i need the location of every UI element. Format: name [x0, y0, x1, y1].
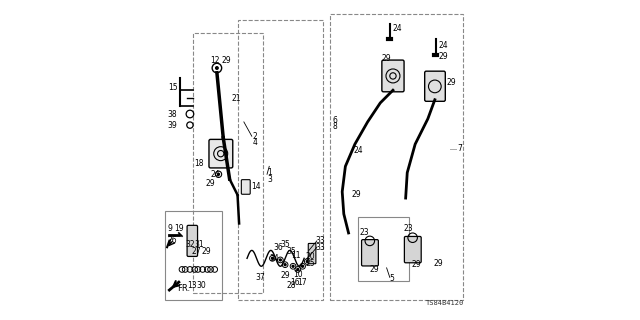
Circle shape [297, 268, 299, 270]
Text: 25: 25 [305, 259, 315, 268]
Text: 13: 13 [187, 281, 196, 290]
Text: FR.: FR. [177, 284, 190, 293]
Circle shape [216, 67, 218, 69]
Bar [237, 20, 323, 300]
Text: 24: 24 [353, 146, 363, 155]
FancyBboxPatch shape [209, 140, 233, 168]
FancyBboxPatch shape [362, 240, 378, 266]
Text: 7: 7 [457, 144, 462, 153]
FancyBboxPatch shape [241, 180, 250, 194]
Text: 15: 15 [168, 83, 177, 92]
Text: 14: 14 [251, 182, 260, 191]
Text: 23: 23 [403, 224, 413, 233]
Text: 29: 29 [351, 190, 361, 199]
Text: 16: 16 [291, 278, 300, 287]
Circle shape [284, 264, 286, 266]
Text: 17: 17 [297, 278, 307, 287]
FancyBboxPatch shape [425, 71, 445, 101]
Text: 36: 36 [273, 243, 283, 252]
Text: 26: 26 [168, 236, 177, 245]
Text: 24: 24 [392, 24, 402, 33]
Text: 1: 1 [267, 168, 272, 177]
Text: 29: 29 [433, 259, 443, 268]
Text: TS84B4120: TS84B4120 [426, 300, 465, 306]
Text: 34: 34 [269, 254, 279, 263]
Text: 20: 20 [305, 252, 315, 261]
Text: 12: 12 [211, 56, 220, 65]
Text: 29: 29 [201, 247, 211, 257]
Text: 29: 29 [369, 265, 379, 274]
Text: 35: 35 [287, 247, 296, 257]
Text: 23: 23 [360, 228, 369, 237]
Text: 29: 29 [447, 78, 456, 87]
Text: 33: 33 [316, 243, 325, 252]
Text: 27: 27 [191, 247, 201, 257]
Circle shape [271, 257, 273, 259]
Text: 33: 33 [316, 236, 325, 245]
Text: 37: 37 [255, 273, 265, 282]
FancyBboxPatch shape [404, 236, 421, 263]
Text: 29: 29 [206, 179, 216, 188]
Text: 21: 21 [231, 94, 241, 103]
Text: 4: 4 [252, 138, 257, 147]
Text: 35: 35 [280, 240, 290, 249]
Bar [193, 33, 263, 293]
Text: 3: 3 [267, 174, 272, 184]
Text: 5: 5 [389, 275, 394, 284]
Text: 29: 29 [280, 271, 290, 280]
Bar [358, 217, 409, 281]
Text: 9: 9 [168, 224, 173, 233]
Text: 29: 29 [412, 260, 422, 269]
Circle shape [301, 265, 303, 267]
Text: 11: 11 [291, 251, 300, 260]
Text: 2: 2 [252, 132, 257, 141]
Circle shape [280, 259, 282, 261]
Text: 10: 10 [293, 270, 303, 279]
Bar [164, 211, 221, 300]
Text: 29: 29 [221, 56, 231, 65]
Text: 19: 19 [174, 224, 184, 233]
Circle shape [307, 260, 308, 262]
Text: 8: 8 [332, 122, 337, 131]
Text: 28: 28 [286, 281, 296, 290]
Bar [330, 14, 463, 300]
Text: 30: 30 [196, 281, 206, 290]
Text: 6: 6 [332, 116, 337, 125]
Text: 39: 39 [168, 121, 177, 130]
FancyBboxPatch shape [187, 225, 198, 256]
Text: 18: 18 [195, 159, 204, 168]
Text: 24: 24 [211, 170, 220, 179]
Text: 24: 24 [439, 41, 449, 50]
FancyBboxPatch shape [308, 244, 316, 264]
Text: 38: 38 [168, 109, 177, 118]
Circle shape [292, 265, 294, 267]
Text: 32: 32 [185, 240, 195, 249]
Text: 29: 29 [439, 52, 449, 61]
Circle shape [218, 173, 220, 175]
Text: 31: 31 [195, 240, 204, 249]
FancyBboxPatch shape [382, 60, 404, 92]
Text: 29: 29 [382, 54, 392, 63]
